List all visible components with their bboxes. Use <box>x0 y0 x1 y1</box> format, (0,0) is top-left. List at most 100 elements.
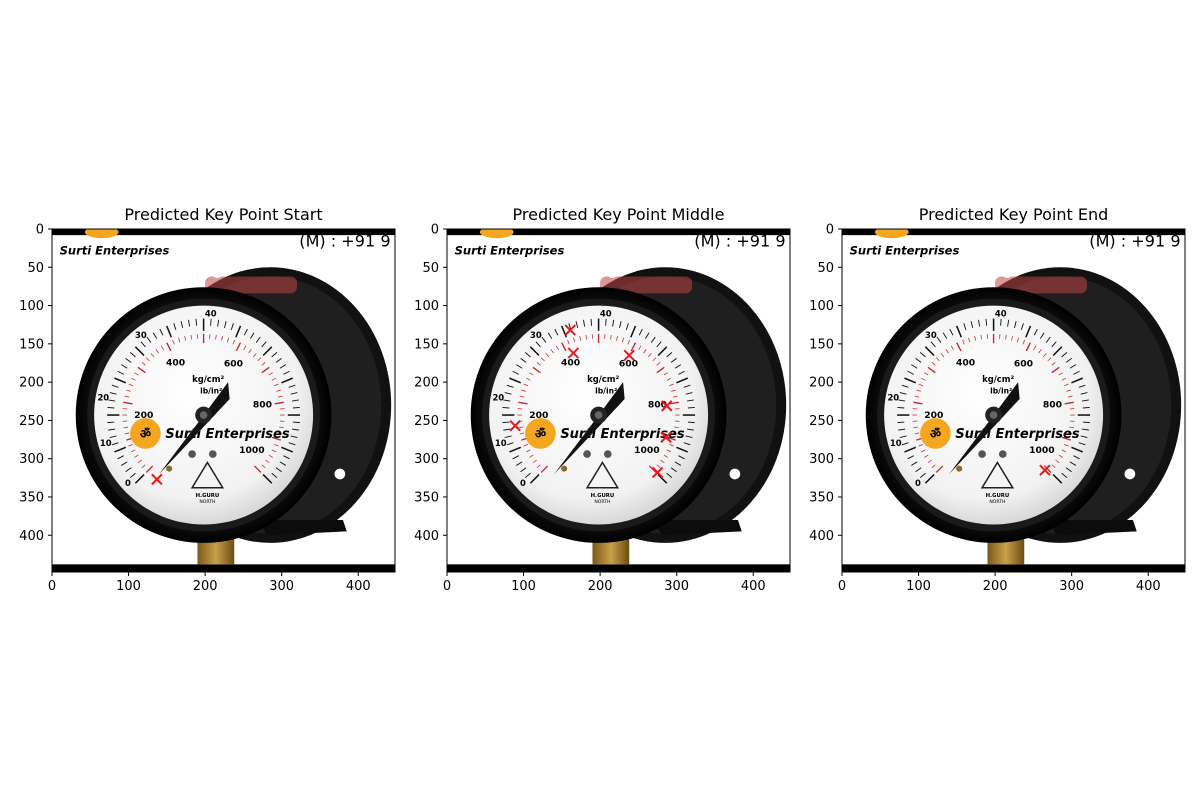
kg-scale-number: 20 <box>492 392 504 402</box>
y-tick-label: 100 <box>809 299 834 314</box>
x-tick-label: 300 <box>1059 579 1084 594</box>
gauge-image: Surti Enterprises(M) : +91 9010203040200… <box>447 226 790 572</box>
subplot-1: Surti Enterprises(M) : +91 9010203040200… <box>19 205 395 594</box>
kg-scale-tick <box>502 407 509 408</box>
y-tick-label: 350 <box>414 490 439 505</box>
y-tick-label: 200 <box>809 376 834 391</box>
lb-scale-number: 800 <box>1043 400 1062 411</box>
y-tick-label: 300 <box>19 452 44 467</box>
y-tick-label: 400 <box>19 529 44 544</box>
subplot-3: Surti Enterprises(M) : +91 9010203040200… <box>809 205 1185 594</box>
flange-hole-top <box>1002 267 1013 278</box>
x-tick-label: 400 <box>346 579 371 594</box>
dial-screw <box>166 466 172 472</box>
maker-line-1: H.GURU <box>591 493 615 499</box>
needle-hub-cap <box>595 411 603 419</box>
maker-line-1: H.GURU <box>986 493 1010 499</box>
lb-scale-number: 1000 <box>239 445 265 456</box>
dial-screw <box>188 450 196 458</box>
x-tick-label: 100 <box>116 579 141 594</box>
kg-scale-number: 30 <box>925 330 937 340</box>
y-tick-label: 250 <box>19 414 44 429</box>
x-tick-label: 400 <box>741 579 766 594</box>
lb-scale-number: 600 <box>224 358 243 369</box>
partial-logo-top <box>480 226 514 238</box>
kg-scale-tick <box>502 422 509 423</box>
kg-scale-tick <box>688 407 695 408</box>
kg-scale-tick <box>1083 422 1090 423</box>
y-tick-label: 150 <box>19 337 44 352</box>
lb-scale-number: 400 <box>956 357 975 368</box>
flange-hole-top <box>212 267 223 278</box>
header-left-text: Surti Enterprises <box>850 243 960 257</box>
lb-scale-number: 800 <box>253 400 272 411</box>
y-tick-label: 0 <box>431 223 439 238</box>
y-tick-label: 400 <box>809 529 834 544</box>
lb-scale-number: 400 <box>561 357 580 368</box>
y-tick-label: 200 <box>19 376 44 391</box>
y-tick-label: 0 <box>826 223 834 238</box>
brand-logo-glyph: ॐ <box>535 427 546 441</box>
x-tick-label: 0 <box>838 579 846 594</box>
x-tick-label: 400 <box>1136 579 1161 594</box>
kg-scale-number: 10 <box>495 438 507 448</box>
y-tick-label: 100 <box>414 299 439 314</box>
x-tick-label: 100 <box>906 579 931 594</box>
subplot-title: Predicted Key Point End <box>919 205 1109 224</box>
y-tick-label: 50 <box>27 261 44 276</box>
kg-scale-number: 30 <box>135 330 147 340</box>
header-left-text: Surti Enterprises <box>60 243 170 257</box>
kg-scale-tick <box>1001 319 1002 326</box>
dial-screw <box>604 450 612 458</box>
partial-logo-top <box>85 226 119 238</box>
bottom-border-band <box>842 564 1185 572</box>
dial-screw <box>978 450 986 458</box>
subplot-title: Predicted Key Point Start <box>124 205 322 224</box>
x-tick-label: 100 <box>511 579 536 594</box>
y-tick-label: 300 <box>414 452 439 467</box>
kg-scale-tick <box>688 422 695 423</box>
dial-screw <box>209 450 217 458</box>
dial-screw <box>999 450 1007 458</box>
lb-scale-number: 1000 <box>634 445 660 456</box>
subplot-2: Surti Enterprises(M) : +91 9010203040200… <box>414 205 790 594</box>
y-tick-label: 350 <box>19 490 44 505</box>
lb-scale-number: 600 <box>1014 358 1033 369</box>
maker-line-1: H.GURU <box>196 493 220 499</box>
header-left-text: Surti Enterprises <box>455 243 565 257</box>
gauge-image: Surti Enterprises(M) : +91 9010203040200… <box>52 226 395 572</box>
y-tick-label: 50 <box>817 261 834 276</box>
y-tick-label: 50 <box>422 261 439 276</box>
unit-label-lb: lb/in² <box>990 387 1012 396</box>
bottom-border-band <box>447 564 790 572</box>
kg-scale-number: 40 <box>600 309 612 319</box>
kg-scale-tick <box>897 422 904 423</box>
y-tick-label: 250 <box>414 414 439 429</box>
kg-scale-number: 30 <box>530 330 542 340</box>
y-tick-label: 200 <box>414 376 439 391</box>
x-tick-label: 0 <box>48 579 56 594</box>
subplot-title: Predicted Key Point Middle <box>513 205 725 224</box>
kg-scale-tick <box>986 319 987 326</box>
unit-label-kg: kg/cm² <box>587 374 619 384</box>
unit-label-lb: lb/in² <box>200 387 222 396</box>
needle-hub-cap <box>990 411 998 419</box>
dial-screw <box>561 466 567 472</box>
kg-scale-number: 40 <box>205 309 217 319</box>
dial-screw <box>583 450 591 458</box>
flange-hole-right <box>730 469 741 480</box>
y-tick-label: 250 <box>809 414 834 429</box>
brand-logo-glyph: ॐ <box>140 427 151 441</box>
dial-screw <box>956 466 962 472</box>
x-tick-label: 200 <box>983 579 1008 594</box>
kg-scale-number: 0 <box>915 478 921 488</box>
lb-scale-number: 1000 <box>1029 445 1055 456</box>
kg-scale-tick <box>107 422 114 423</box>
unit-label-lb: lb/in² <box>595 387 617 396</box>
y-tick-label: 350 <box>809 490 834 505</box>
kg-scale-tick <box>606 319 607 326</box>
brand-logo-glyph: ॐ <box>930 427 941 441</box>
y-tick-label: 150 <box>414 337 439 352</box>
